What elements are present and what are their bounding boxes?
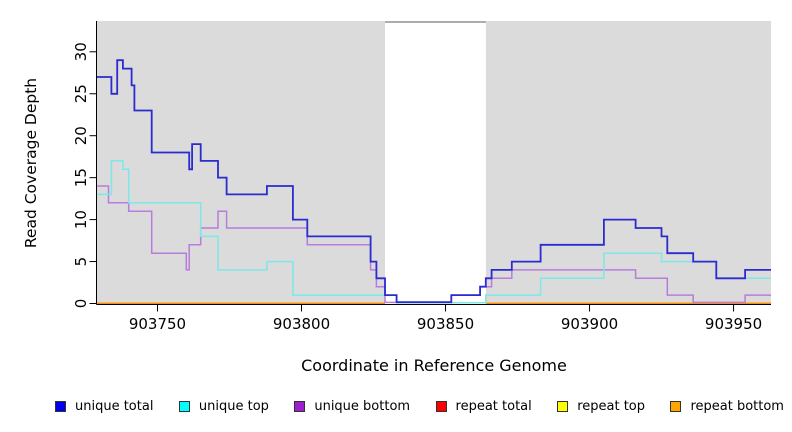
legend-swatch-repeat-total [435,401,447,412]
legend-label: repeat total [455,399,532,414]
masked-region [385,23,486,304]
legend-swatch-repeat-top [557,401,569,412]
y-axis-title: Read Coverage Depth [22,77,40,249]
y-tick-label: 5 [72,257,90,267]
y-tick-label: 15 [72,168,90,187]
x-tick-label: 903800 [273,315,330,333]
series-unique-bottom [97,185,771,304]
legend-label: repeat top [577,399,645,414]
x-tick-label: 903850 [417,315,474,333]
x-tick-label: 903900 [561,315,618,333]
y-tick-label: 25 [72,84,90,103]
legend-item-unique-total: unique total [55,399,153,414]
legend-swatch-unique-top [178,401,190,412]
legend-label: unique bottom [314,399,411,414]
series-unique-total [97,59,771,304]
x-tick-label: 903950 [705,315,762,333]
y-tick-label: 0 [72,299,90,309]
legend-swatch-unique-bottom [294,401,306,412]
legend-item-repeat-bottom: repeat bottom [670,399,784,414]
legend-label: unique top [198,399,269,414]
legend-item-repeat-top: repeat top [557,399,645,414]
x-axis-title: Coordinate in Reference Genome [301,356,567,375]
x-tick-label: 903750 [129,315,186,333]
legend-item-unique-bottom: unique bottom [294,399,410,414]
legend-swatch-repeat-bottom [670,401,682,412]
y-tick-label: 10 [72,210,90,229]
legend-item-repeat-total: repeat total [435,399,532,414]
legend-swatch-unique-total [55,401,66,412]
legend-item-unique-top: unique top [178,399,269,414]
legend-label: repeat bottom [690,399,784,414]
series-unique-top [97,160,771,304]
y-tick-label: 30 [72,42,90,61]
legend-label: unique total [75,399,154,414]
legend: unique total unique top unique bottom re… [0,399,792,414]
y-tick-label: 20 [72,126,90,145]
